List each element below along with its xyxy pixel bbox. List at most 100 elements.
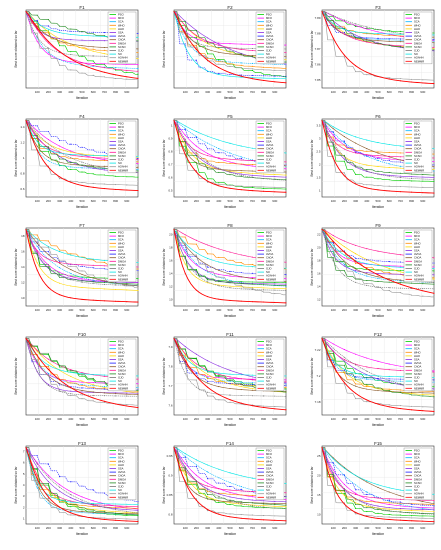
legend-label: ChOA	[118, 474, 126, 478]
series-marker	[321, 120, 323, 122]
series-marker	[126, 513, 128, 515]
x-tick-label: 700	[250, 90, 255, 94]
x-tick-label: 500	[375, 90, 380, 94]
series-marker	[285, 75, 287, 77]
x-axis-label: Iteration	[372, 423, 384, 427]
series-marker	[126, 520, 128, 522]
legend-label: ChOA	[414, 147, 422, 151]
x-tick-label: 700	[102, 199, 107, 203]
series-marker	[126, 404, 128, 406]
series-marker	[251, 74, 253, 76]
x-tick-label: 600	[239, 526, 244, 530]
series-marker	[399, 156, 401, 158]
series-marker	[229, 489, 231, 491]
series-marker	[59, 499, 61, 501]
series-marker	[411, 294, 413, 296]
series-marker	[47, 258, 49, 260]
series-marker	[173, 229, 175, 231]
series-marker	[229, 72, 231, 74]
series-marker	[137, 394, 139, 396]
series-marker	[207, 380, 209, 382]
series-marker	[399, 35, 401, 37]
series-marker	[285, 78, 287, 80]
series-marker	[207, 180, 209, 182]
series-marker	[207, 508, 209, 511]
x-tick-label: 700	[250, 308, 255, 312]
series-marker	[207, 375, 209, 377]
series-marker	[103, 259, 105, 261]
series-marker	[377, 388, 379, 390]
series-marker	[207, 264, 209, 266]
series-marker	[218, 59, 220, 61]
series-marker	[184, 272, 186, 274]
y-tick-label: 5	[23, 472, 25, 476]
series-marker	[251, 190, 253, 192]
series-marker	[343, 160, 345, 162]
series-marker	[229, 496, 231, 498]
series-marker	[137, 514, 139, 516]
series-marker	[377, 31, 379, 33]
series-marker	[285, 164, 287, 166]
series-marker	[36, 484, 38, 486]
series-marker	[388, 151, 390, 153]
series-marker	[36, 246, 38, 248]
series-marker	[218, 269, 220, 271]
series-marker	[433, 170, 435, 172]
x-tick-label: 500	[79, 199, 84, 203]
series-marker	[81, 270, 83, 272]
series-marker	[229, 142, 231, 144]
series-marker	[195, 51, 197, 53]
x-tick-label: 100	[35, 417, 40, 421]
y-tick-label: 18	[21, 234, 25, 238]
x-tick-label: 900	[420, 90, 425, 94]
x-tick-label: 900	[124, 526, 129, 530]
series-marker	[388, 279, 390, 281]
series-marker	[36, 262, 38, 264]
series-marker	[36, 363, 38, 365]
series-marker	[366, 357, 368, 359]
series-marker	[218, 63, 220, 65]
series-marker	[366, 507, 368, 509]
series-marker	[137, 166, 139, 168]
x-axis-label: Iteration	[76, 423, 88, 427]
series-marker	[81, 56, 83, 58]
series-marker	[115, 395, 117, 397]
series-marker	[251, 376, 253, 378]
series-marker	[115, 403, 117, 405]
series-marker	[366, 266, 368, 269]
series-marker	[343, 359, 345, 361]
series-marker	[343, 136, 345, 138]
series-marker	[343, 131, 345, 134]
series-marker	[251, 272, 253, 274]
series-marker	[251, 388, 253, 390]
x-tick-label: 400	[216, 90, 221, 94]
series-marker	[103, 510, 105, 512]
series-marker	[399, 191, 401, 193]
x-tick-label: 500	[227, 199, 232, 203]
series-marker	[366, 383, 368, 385]
series-marker	[229, 270, 231, 272]
series-marker	[184, 353, 186, 355]
legend-label: WHO	[414, 241, 421, 245]
series-marker	[59, 276, 61, 278]
legend-label: SCA	[118, 129, 124, 133]
series-marker	[218, 261, 220, 263]
legend-label: AOAHH	[118, 56, 128, 60]
x-axis-label: Iteration	[224, 314, 236, 318]
series-marker	[81, 154, 83, 156]
series-marker	[137, 190, 139, 192]
series-marker	[263, 502, 265, 504]
series-marker	[229, 373, 231, 375]
legend-label: NEMMR	[414, 495, 424, 499]
series-marker	[207, 155, 209, 157]
legend-label: SCA	[414, 347, 420, 351]
series-marker	[251, 405, 253, 407]
series-marker	[366, 275, 368, 277]
x-tick-label: 600	[91, 308, 96, 312]
legend-label: PSO	[118, 340, 124, 344]
series-marker	[195, 264, 197, 266]
x-axis-label: Iteration	[372, 96, 384, 100]
legend-label: HHO	[266, 136, 272, 140]
legend-label: GJO	[118, 267, 124, 271]
series-marker	[81, 273, 83, 275]
